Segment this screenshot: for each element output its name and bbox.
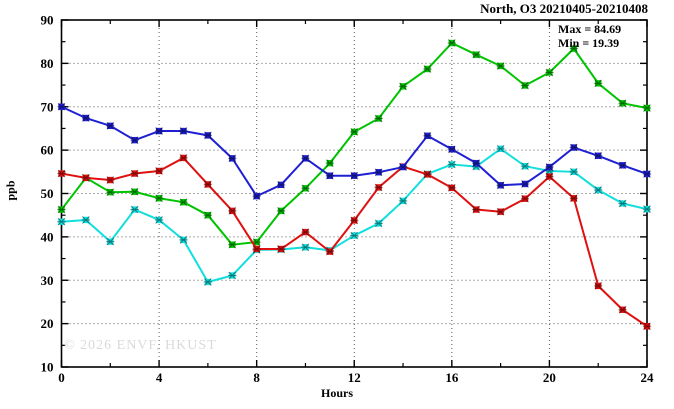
watermark: © 2026 ENVF, HKUST [64, 338, 217, 353]
y-axis-label: ppb [3, 180, 18, 201]
y-tick-label: 50 [41, 186, 54, 201]
x-tick-label: 16 [445, 370, 459, 385]
min-value-label: Min = 19.39 [558, 36, 620, 50]
y-tick-label: 70 [41, 99, 54, 114]
x-tick-label: 8 [253, 370, 260, 385]
series-line-green [60, 42, 648, 246]
x-tick-label: 12 [348, 370, 361, 385]
x-axis-label: Hours [320, 386, 353, 400]
series-markers-green [57, 39, 652, 249]
y-tick-label: 30 [41, 273, 54, 288]
y-tick-label: 90 [41, 13, 54, 28]
x-tick-label: 4 [156, 370, 163, 385]
x-tick-label: 24 [641, 370, 655, 385]
x-tick-label: 20 [543, 370, 556, 385]
max-min-annotation: Max = 84.69 Min = 19.39 [558, 22, 621, 50]
y-tick-label: 80 [41, 56, 54, 71]
y-tick-label: 10 [41, 360, 54, 375]
y-tick-label: 60 [41, 143, 54, 158]
series-line-red [61, 156, 648, 328]
max-value-label: Max = 84.69 [558, 22, 622, 36]
chart-title: North, O3 20210405-20210408 [480, 1, 648, 16]
y-tick-label: 20 [41, 316, 54, 331]
x-tick-label: 0 [58, 370, 65, 385]
series-markers-blue [57, 102, 652, 200]
y-tick-label: 40 [41, 229, 54, 244]
series-markers-red [57, 154, 652, 331]
